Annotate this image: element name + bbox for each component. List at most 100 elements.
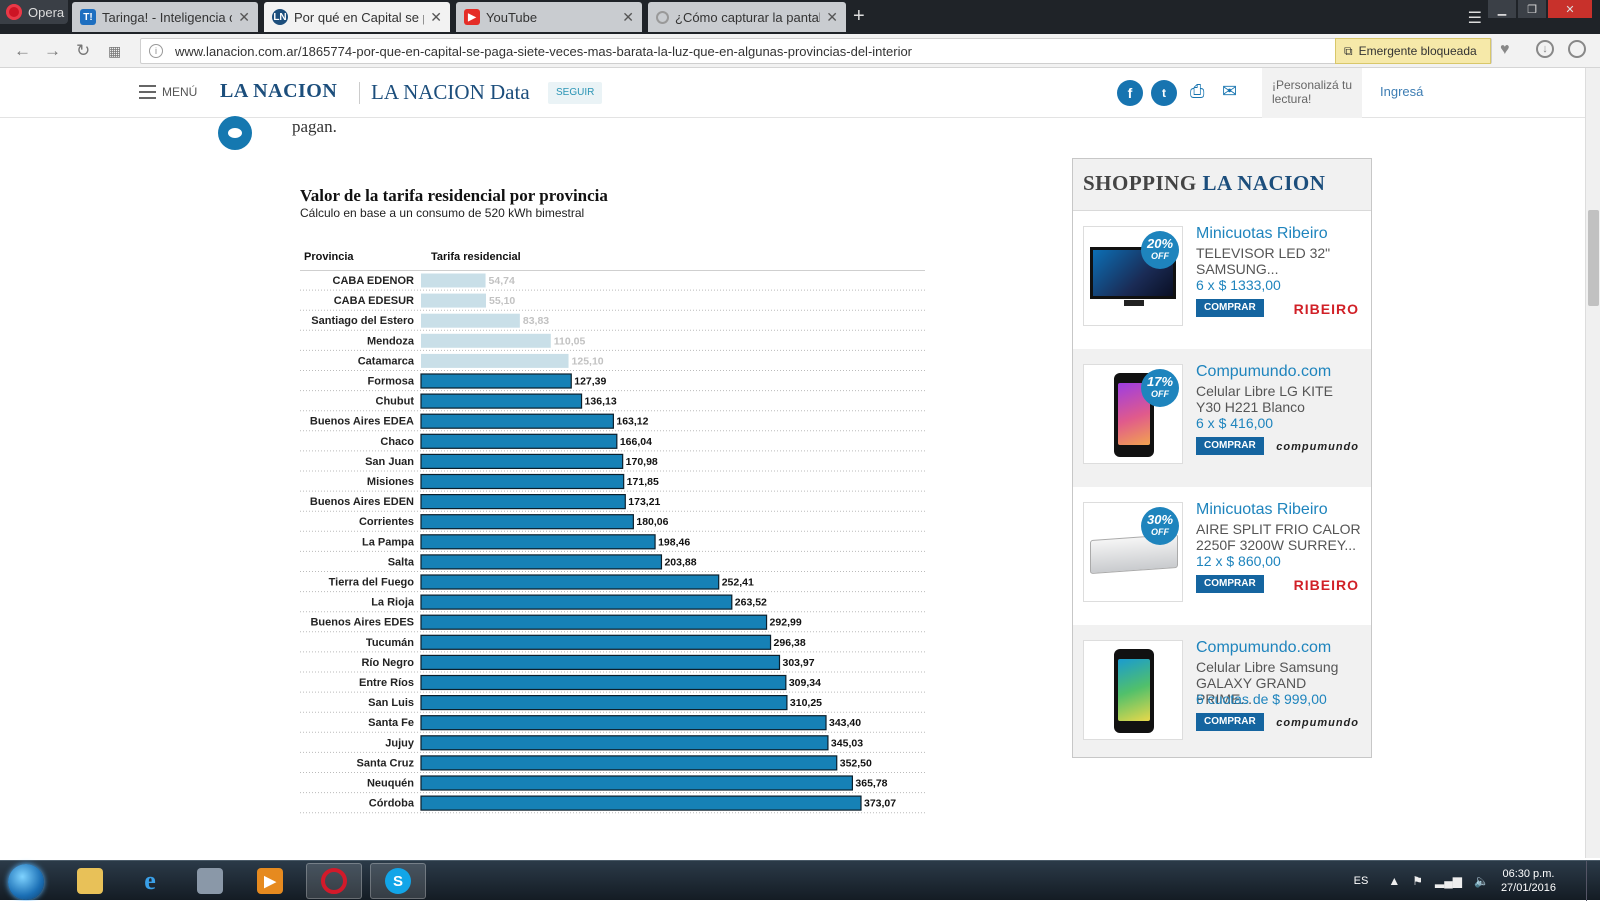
- taskbar-opera[interactable]: [306, 863, 362, 899]
- tab-close-icon[interactable]: ✕: [826, 8, 838, 25]
- taskbar-files[interactable]: [182, 863, 238, 899]
- start-button[interactable]: [8, 864, 44, 900]
- taskbar-skype[interactable]: S: [370, 863, 426, 899]
- shopping-header-prefix: SHOPPING: [1083, 171, 1197, 195]
- taskbar-media[interactable]: ▶: [242, 863, 298, 899]
- volume-icon[interactable]: 🔈: [1473, 874, 1489, 888]
- personalize-button[interactable]: ¡Personalizá tu lectura!: [1262, 68, 1362, 118]
- province-label: Salta: [388, 556, 415, 568]
- tariff-value-label: 310,25: [790, 697, 822, 709]
- opera-menu-button[interactable]: Opera: [0, 0, 68, 24]
- province-label: Chubut: [376, 396, 415, 408]
- taskbar-ie[interactable]: e: [122, 863, 178, 899]
- menu-link[interactable]: MENÚ: [162, 85, 198, 99]
- tab-lanacion[interactable]: LN Por qué en Capital se pag ✕: [264, 2, 450, 32]
- site-logo[interactable]: LA NACION: [220, 80, 338, 102]
- product-card[interactable]: 20% OFF Minicuotas Ribeiro TELEVISOR LED …: [1073, 211, 1371, 349]
- show-hidden-icons-icon[interactable]: ▲: [1388, 874, 1401, 888]
- buy-button[interactable]: COMPRAR: [1196, 575, 1264, 593]
- tab-menu-icon[interactable]: ☰: [1467, 10, 1482, 27]
- language-indicator[interactable]: ES: [1353, 875, 1369, 887]
- tab-close-icon[interactable]: ✕: [430, 8, 442, 25]
- system-clock[interactable]: 06:30 p.m. 27/01/2016: [1501, 867, 1556, 895]
- tariff-bar: [420, 413, 614, 429]
- product-description[interactable]: AIRE SPLIT FRIO CALOR 2250F 3200W SURREY…: [1196, 521, 1361, 553]
- site-header: MENÚ LA NACION LA NACION Data SEGUIR f t…: [0, 68, 1585, 118]
- download-icon[interactable]: ↓: [1536, 40, 1554, 58]
- network-signal-icon[interactable]: ▂▄▆: [1435, 874, 1462, 888]
- tariff-value-label: 54,74: [489, 275, 515, 287]
- province-label: Buenos Aires EDEN: [310, 496, 414, 508]
- tariff-bar: [421, 273, 486, 288]
- tariff-value-label: 83,83: [523, 315, 549, 327]
- email-icon[interactable]: ✉: [1222, 81, 1238, 101]
- province-label: Buenos Aires EDEA: [310, 416, 414, 428]
- url-field[interactable]: i www.lanacion.com.ar/1865774-por-que-en…: [140, 38, 1492, 64]
- province-label: Mendoza: [367, 335, 415, 347]
- reload-icon[interactable]: ↻: [76, 41, 91, 60]
- buy-button[interactable]: COMPRAR: [1196, 713, 1264, 731]
- product-card[interactable]: 30% OFF Minicuotas Ribeiro AIRE SPLIT FRI…: [1073, 487, 1371, 625]
- product-store[interactable]: Minicuotas Ribeiro: [1196, 501, 1328, 518]
- page-scrollbar[interactable]: [1585, 68, 1600, 858]
- product-price: 6 x $ 1333,00: [1196, 277, 1281, 293]
- discount-value: 30%: [1146, 512, 1174, 527]
- buy-button[interactable]: COMPRAR: [1196, 299, 1264, 317]
- site-info-icon[interactable]: i: [149, 44, 163, 58]
- tariff-value-label: 343,40: [829, 717, 861, 729]
- product-store[interactable]: Compumundo.com: [1196, 363, 1332, 380]
- product-description[interactable]: TELEVISOR LED 32" SAMSUNG...: [1196, 245, 1331, 277]
- facebook-icon[interactable]: f: [1117, 80, 1143, 106]
- province-label: Jujuy: [385, 737, 415, 749]
- product-store[interactable]: Compumundo.com: [1196, 639, 1332, 656]
- scrollbar-thumb[interactable]: [1588, 210, 1599, 306]
- speed-dial-icon[interactable]: ▦: [108, 43, 122, 59]
- product-description[interactable]: Celular Libre Samsung GALAXY GRAND PRIME…: [1196, 659, 1339, 707]
- section-title[interactable]: LA NACION Data: [371, 80, 530, 104]
- print-icon[interactable]: ⎙: [1190, 81, 1205, 101]
- popup-blocked-button[interactable]: ⧉ Emergente bloqueada: [1335, 38, 1491, 64]
- heart-icon[interactable]: ♥: [1500, 41, 1510, 58]
- url-text: www.lanacion.com.ar/1865774-por-que-en-c…: [175, 43, 913, 59]
- tariff-bar: [420, 373, 572, 389]
- close-window-icon[interactable]: ✕: [1548, 0, 1592, 18]
- taskbar-explorer[interactable]: [62, 863, 118, 899]
- tab-close-icon[interactable]: ✕: [238, 8, 250, 25]
- login-link[interactable]: Ingresá: [1380, 84, 1424, 99]
- show-desktop-button[interactable]: [1586, 861, 1600, 901]
- tariff-bar: [420, 594, 733, 610]
- product-description[interactable]: Celular Libre LG KITE Y30 H221 Blanco: [1196, 383, 1333, 415]
- province-label: Córdoba: [369, 798, 415, 810]
- product-store[interactable]: Minicuotas Ribeiro: [1196, 225, 1328, 242]
- province-label: Buenos Aires EDES: [310, 617, 414, 629]
- product-card[interactable]: 17% OFF Compumundo.com Celular Libre LG K…: [1073, 349, 1371, 487]
- comments-icon[interactable]: [218, 116, 252, 150]
- follow-button[interactable]: SEGUIR: [548, 82, 603, 104]
- tab-taringa[interactable]: T! Taringa! - Inteligencia co ✕: [72, 2, 258, 32]
- tv-stand: [1124, 300, 1144, 306]
- browser-tab-bar: Opera T! Taringa! - Inteligencia co ✕ LN…: [0, 0, 1600, 34]
- tariff-bar: [420, 514, 634, 530]
- tab-title: ¿Cómo capturar la pantall: [675, 9, 821, 25]
- province-label: Chaco: [380, 436, 414, 448]
- hamburger-icon[interactable]: [139, 85, 156, 103]
- maximize-icon[interactable]: ❐: [1518, 0, 1546, 18]
- tab-captura[interactable]: ¿Cómo capturar la pantall ✕: [648, 2, 846, 32]
- forward-icon[interactable]: →: [44, 41, 61, 60]
- account-icon[interactable]: [1568, 40, 1586, 58]
- new-tab-icon[interactable]: +: [853, 5, 865, 27]
- tariff-value-label: 171,85: [627, 476, 659, 488]
- tab-youtube[interactable]: ▶ YouTube ✕: [456, 2, 642, 32]
- province-label: Santa Fe: [368, 717, 414, 729]
- back-icon[interactable]: ←: [14, 41, 31, 60]
- tariff-bar: [420, 654, 781, 670]
- product-card[interactable]: Compumundo.com Celular Libre Samsung GAL…: [1073, 625, 1371, 763]
- action-center-flag-icon[interactable]: ⚑: [1412, 874, 1424, 888]
- product-image[interactable]: [1083, 640, 1183, 740]
- tariff-value-label: 203,88: [664, 556, 696, 568]
- tab-close-icon[interactable]: ✕: [622, 8, 634, 25]
- buy-button[interactable]: COMPRAR: [1196, 437, 1264, 455]
- minimize-icon[interactable]: ▁: [1488, 0, 1516, 18]
- twitter-icon[interactable]: t: [1151, 80, 1177, 106]
- tariff-bar: [421, 353, 569, 368]
